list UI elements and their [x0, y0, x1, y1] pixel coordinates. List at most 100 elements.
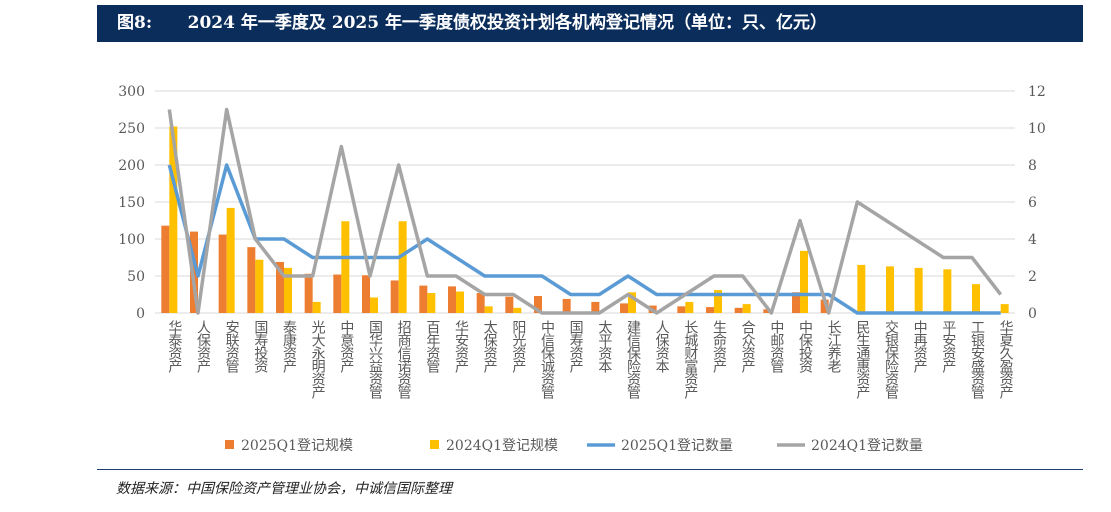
bar-2025Q1登记规模 — [247, 247, 256, 313]
bar-2024Q1登记规模 — [800, 250, 808, 313]
bar-2025Q1登记规模 — [734, 307, 743, 313]
bar-2025Q1登记规模 — [218, 234, 227, 313]
category-label: 中信保诚资管 — [539, 320, 555, 399]
left-tick-label: 200 — [118, 158, 145, 174]
left-tick-label: 250 — [118, 121, 145, 137]
bar-2025Q1登记规模 — [620, 303, 628, 313]
bar-2024Q1登记规模 — [427, 293, 436, 313]
line-2024Q1登记数量 — [167, 107, 1003, 315]
category-label: 中邮资管 — [768, 320, 784, 373]
bar-2024Q1登记规模 — [169, 126, 178, 314]
bar-2024Q1登记规模 — [685, 301, 694, 313]
bar-2025Q1登记规模 — [820, 299, 829, 313]
legend-label: 2024Q1登记数量 — [811, 438, 923, 454]
legend-label: 2025Q1登记数量 — [621, 438, 733, 454]
left-tick-label: 0 — [136, 306, 145, 322]
right-tick-label: 0 — [1028, 306, 1037, 322]
bar-2024Q1登记规模 — [284, 267, 292, 313]
right-tick-label: 6 — [1028, 195, 1037, 211]
category-label: 人保资产 — [195, 320, 211, 374]
divider — [97, 469, 1083, 470]
category-label: 阳光资产 — [510, 320, 526, 374]
bar-2024Q1登记规模 — [857, 264, 866, 313]
line-2025Q1登记数量 — [167, 163, 1001, 315]
category-label: 光大永明资产 — [310, 320, 326, 400]
bar-2024Q1登记规模 — [914, 267, 923, 313]
right-tick-label: 2 — [1028, 269, 1037, 285]
bar-2025Q1登记规模 — [362, 275, 370, 313]
legend-label: 2025Q1登记规模 — [241, 438, 353, 454]
right-tick-label: 10 — [1028, 121, 1046, 137]
category-label: 华安资产 — [453, 320, 469, 374]
bar-2025Q1登记规模 — [562, 298, 571, 313]
bar-2025Q1登记规模 — [706, 307, 714, 313]
bar-2024Q1登记规模 — [255, 259, 264, 313]
bar-2024Q1登记规模 — [513, 307, 522, 313]
category-label: 华泰资产 — [166, 320, 182, 374]
bar-2025Q1登记规模 — [534, 295, 542, 313]
category-label: 太平资本 — [596, 320, 612, 373]
bar-2024Q1登记规模 — [886, 266, 894, 313]
right-tick-label: 12 — [1028, 84, 1046, 100]
bar-2025Q1登记规模 — [476, 293, 485, 313]
bar-2024Q1登记规模 — [628, 292, 636, 313]
category-label: 中意资产 — [338, 320, 354, 374]
bar-2025Q1登记规模 — [419, 285, 428, 313]
category-label: 工银安盛资管 — [969, 320, 985, 399]
right-tick-label: 4 — [1028, 232, 1037, 248]
legend-swatch — [225, 440, 234, 449]
legend-swatch — [430, 440, 439, 449]
bar-2024Q1登记规模 — [312, 301, 321, 313]
bar-2024Q1登记规模 — [742, 304, 751, 313]
bar-2025Q1登记规模 — [448, 286, 456, 313]
bar-2024Q1登记规模 — [341, 221, 350, 313]
bar-2024Q1登记规模 — [370, 297, 378, 313]
left-tick-label: 300 — [118, 84, 145, 100]
category-label: 生命资产 — [711, 320, 727, 374]
category-label: 百年资管 — [424, 320, 440, 373]
bar-2024Q1登记规模 — [943, 269, 952, 313]
category-label: 交银保险资管 — [883, 319, 899, 399]
left-tick-label: 50 — [127, 269, 145, 285]
category-label: 长城财富资产 — [682, 320, 698, 400]
category-label: 国寿资产 — [568, 320, 584, 374]
bar-2025Q1登记规模 — [304, 273, 313, 313]
category-label: 安联资管 — [224, 320, 240, 373]
right-tick-label: 8 — [1028, 158, 1037, 174]
figure-title: 图8: 2024 年一季度及 2025 年一季度债权投资计划各机构登记情况（单位… — [97, 5, 1083, 42]
bar-2024Q1登记规模 — [1000, 304, 1009, 313]
category-label: 长江养老 — [826, 320, 842, 373]
category-label: 中保投资 — [797, 320, 813, 373]
category-label: 太保资产 — [482, 320, 498, 374]
category-label: 泰康资产 — [281, 320, 297, 374]
bar-2024Q1登记规模 — [226, 207, 235, 313]
bar-2024Q1登记规模 — [484, 306, 493, 313]
bar-2025Q1登记规模 — [390, 280, 399, 313]
category-label: 平安资产 — [940, 320, 956, 374]
bar-2025Q1登记规模 — [276, 261, 284, 313]
source-note: 数据来源：中国保险资产管理业协会，中诚信国际整理 — [116, 481, 452, 497]
bar-2024Q1登记规模 — [398, 221, 407, 313]
bar-2025Q1登记规模 — [161, 225, 170, 313]
category-label: 招商信诺资管 — [396, 320, 412, 399]
bar-2025Q1登记规模 — [677, 306, 686, 313]
category-label: 建信保险资管 — [625, 320, 641, 399]
bar-2024Q1登记规模 — [714, 290, 722, 313]
bar-2025Q1登记规模 — [333, 274, 342, 313]
category-label: 中再资产 — [912, 320, 928, 374]
bar-2025Q1登记规模 — [792, 292, 800, 313]
bar-2025Q1登记规模 — [505, 296, 514, 313]
category-label: 合众资产 — [740, 320, 756, 374]
category-label: 人保资本 — [654, 320, 670, 373]
bar-2024Q1登记规模 — [456, 291, 464, 313]
bar-2024Q1登记规模 — [972, 284, 980, 313]
bar-2025Q1登记规模 — [591, 301, 600, 313]
combo-chart: 050100150200250300024681012华泰资产 人保资产 安联资管国… — [118, 84, 1046, 454]
left-tick-label: 150 — [118, 195, 145, 211]
category-label: 民生通惠资产 — [854, 320, 870, 400]
category-label: 国寿投资 — [252, 320, 268, 373]
category-label: 国华兴益资管 — [367, 320, 383, 399]
bar-2025Q1登记规模 — [763, 309, 772, 313]
left-tick-label: 100 — [118, 232, 145, 248]
category-label: 华夏久盈资产 — [998, 320, 1014, 400]
